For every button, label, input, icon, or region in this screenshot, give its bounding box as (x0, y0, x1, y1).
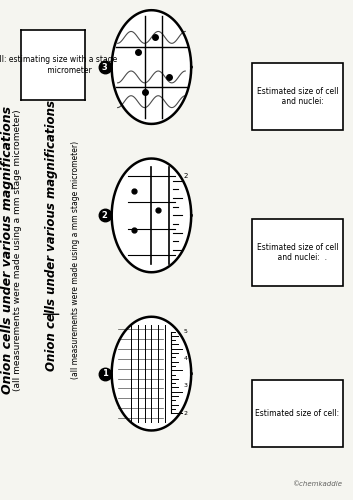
Text: Estimated size of cell
    and nuclei:  .: Estimated size of cell and nuclei: . (257, 243, 338, 262)
Text: Estimated size of cell
    and nuclei:: Estimated size of cell and nuclei: (257, 87, 338, 106)
Text: 3: 3 (102, 62, 108, 72)
Text: 2: 2 (184, 410, 187, 416)
Text: 4: 4 (184, 356, 187, 362)
Text: Skill: estimating size with a stage
              micrometer: Skill: estimating size with a stage micr… (0, 56, 118, 74)
Text: (all measurements were made using a mm stage micrometer): (all measurements were made using a mm s… (71, 141, 80, 379)
Text: 5: 5 (184, 329, 187, 334)
Text: 2: 2 (102, 211, 108, 220)
FancyBboxPatch shape (252, 380, 343, 446)
FancyBboxPatch shape (252, 219, 343, 286)
Circle shape (112, 317, 191, 430)
Text: ©chemkaddie: ©chemkaddie (292, 482, 342, 488)
Circle shape (112, 158, 191, 272)
Text: Estimated size of cell:: Estimated size of cell: (256, 408, 340, 418)
Text: 1: 1 (102, 369, 108, 378)
Circle shape (112, 10, 191, 124)
Text: 3: 3 (184, 384, 187, 388)
FancyBboxPatch shape (252, 64, 343, 130)
Text: Onion cells under various magnifications: Onion cells under various magnifications (1, 106, 13, 394)
Text: 2: 2 (184, 174, 188, 180)
Text: Onion cells under various magnifications: Onion cells under various magnifications (45, 100, 58, 370)
Text: (all measurements were made using a mm stage micrometer): (all measurements were made using a mm s… (13, 109, 22, 391)
